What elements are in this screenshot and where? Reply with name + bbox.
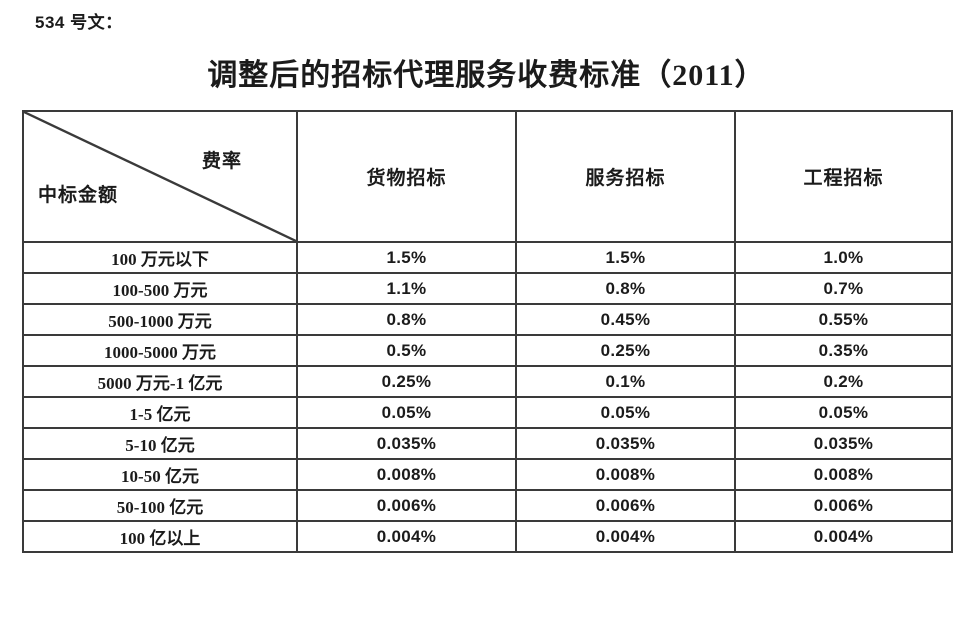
rate-value-cell: 0.006% xyxy=(515,489,736,522)
fee-rate-table: 费率 中标金额 货物招标 服务招标 工程招标 100 万元以下 1.5% 1.5% 1… xyxy=(22,110,953,553)
rate-value-cell: 0.7% xyxy=(734,272,953,305)
rate-value-cell: 0.45% xyxy=(515,303,736,336)
rate-value-cell: 0.004% xyxy=(515,520,736,553)
rate-value-cell: 0.5% xyxy=(296,334,517,367)
rate-value-cell: 1.1% xyxy=(296,272,517,305)
amount-range-cell: 100-500 万元 xyxy=(22,272,298,305)
rate-value-cell: 0.035% xyxy=(734,427,953,460)
rate-value-cell: 0.035% xyxy=(515,427,736,460)
rate-value-cell: 0.035% xyxy=(296,427,517,460)
header-row: 费率 中标金额 货物招标 服务招标 工程招标 xyxy=(22,110,953,243)
table-row: 1-5 亿元 0.05% 0.05% 0.05% xyxy=(22,396,953,429)
page-title: 调整后的招标代理服务收费标准（2011） xyxy=(207,59,766,92)
table-row: 50-100 亿元 0.006% 0.006% 0.006% xyxy=(22,489,953,522)
table-row: 5000 万元-1 亿元 0.25% 0.1% 0.2% xyxy=(22,365,953,398)
rate-value-cell: 0.008% xyxy=(296,458,517,491)
amount-range-cell: 5-10 亿元 xyxy=(22,427,298,460)
rate-value-cell: 0.8% xyxy=(515,272,736,305)
amount-range-cell: 1000-5000 万元 xyxy=(22,334,298,367)
amount-range-cell: 5000 万元-1 亿元 xyxy=(22,365,298,398)
rate-value-cell: 0.8% xyxy=(296,303,517,336)
table-row: 100-500 万元 1.1% 0.8% 0.7% xyxy=(22,272,953,305)
diagonal-corner-cell: 费率 中标金额 xyxy=(22,110,298,243)
amount-range-cell: 100 万元以下 xyxy=(22,241,298,274)
table-header: 费率 中标金额 货物招标 服务招标 工程招标 xyxy=(22,110,953,243)
rate-value-cell: 0.006% xyxy=(296,489,517,522)
rate-value-cell: 0.05% xyxy=(515,396,736,429)
rate-value-cell: 1.5% xyxy=(515,241,736,274)
rate-value-cell: 0.008% xyxy=(515,458,736,491)
rate-value-cell: 0.25% xyxy=(515,334,736,367)
column-header-engineering: 工程招标 xyxy=(734,110,953,243)
rate-value-cell: 0.25% xyxy=(296,365,517,398)
rate-value-cell: 0.55% xyxy=(734,303,953,336)
rate-value-cell: 0.05% xyxy=(734,396,953,429)
column-header-goods: 货物招标 xyxy=(296,110,517,243)
amount-range-cell: 10-50 亿元 xyxy=(22,458,298,491)
rate-value-cell: 0.006% xyxy=(734,489,953,522)
corner-rate-label: 费率 xyxy=(202,151,243,172)
amount-range-cell: 500-1000 万元 xyxy=(22,303,298,336)
rate-value-cell: 1.5% xyxy=(296,241,517,274)
table-row: 100 万元以下 1.5% 1.5% 1.0% xyxy=(22,241,953,274)
amount-range-cell: 100 亿以上 xyxy=(22,520,298,553)
rate-value-cell: 0.004% xyxy=(734,520,953,553)
table-row: 5-10 亿元 0.035% 0.035% 0.035% xyxy=(22,427,953,460)
amount-range-cell: 1-5 亿元 xyxy=(22,396,298,429)
doc-reference-number: 534 号文： xyxy=(35,13,123,32)
rate-value-cell: 0.35% xyxy=(734,334,953,367)
table-row: 1000-5000 万元 0.5% 0.25% 0.35% xyxy=(22,334,953,367)
rate-value-cell: 0.1% xyxy=(515,365,736,398)
rate-value-cell: 1.0% xyxy=(734,241,953,274)
table-row: 500-1000 万元 0.8% 0.45% 0.55% xyxy=(22,303,953,336)
table-row: 100 亿以上 0.004% 0.004% 0.004% xyxy=(22,520,953,553)
diagonal-line xyxy=(24,112,296,241)
table-body: 100 万元以下 1.5% 1.5% 1.0% 100-500 万元 1.1% 0.8% 0.… xyxy=(22,241,953,553)
rate-value-cell: 0.004% xyxy=(296,520,517,553)
rate-value-cell: 0.008% xyxy=(734,458,953,491)
column-header-services: 服务招标 xyxy=(515,110,736,243)
rate-value-cell: 0.05% xyxy=(296,396,517,429)
corner-amount-label: 中标金额 xyxy=(38,185,119,206)
rate-value-cell: 0.2% xyxy=(734,365,953,398)
amount-range-cell: 50-100 亿元 xyxy=(22,489,298,522)
table-row: 10-50 亿元 0.008% 0.008% 0.008% xyxy=(22,458,953,491)
